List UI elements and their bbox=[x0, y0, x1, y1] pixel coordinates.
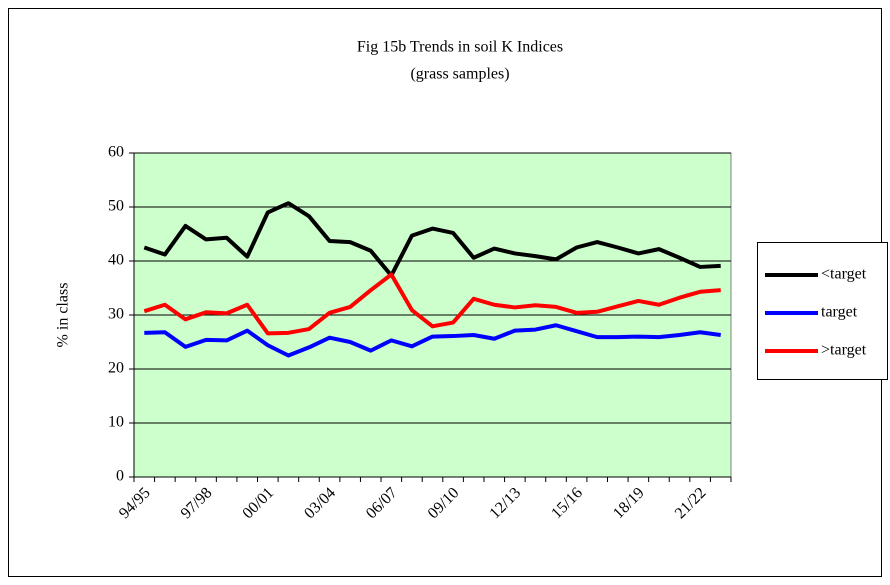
y-tick-label: 60 bbox=[108, 144, 124, 161]
y-tick-label: 20 bbox=[108, 360, 124, 377]
y-tick-label: 50 bbox=[108, 198, 124, 215]
series-line bbox=[143, 201, 721, 278]
y-tick-label: 10 bbox=[108, 414, 124, 431]
y-axis-label: % in class bbox=[55, 283, 72, 348]
legend-label: >target bbox=[821, 342, 867, 359]
y-tick-label: 30 bbox=[108, 306, 124, 323]
legend-label: target bbox=[821, 304, 858, 321]
chart-title: Fig 15b Trends in soil K Indices bbox=[357, 39, 563, 56]
y-tick-label: 0 bbox=[116, 468, 124, 485]
legend-label: <target bbox=[821, 266, 867, 283]
series-line bbox=[143, 272, 721, 336]
chart-subtitle: (grass samples) bbox=[410, 66, 509, 83]
y-tick-label: 40 bbox=[108, 252, 124, 269]
series-line bbox=[144, 323, 721, 358]
